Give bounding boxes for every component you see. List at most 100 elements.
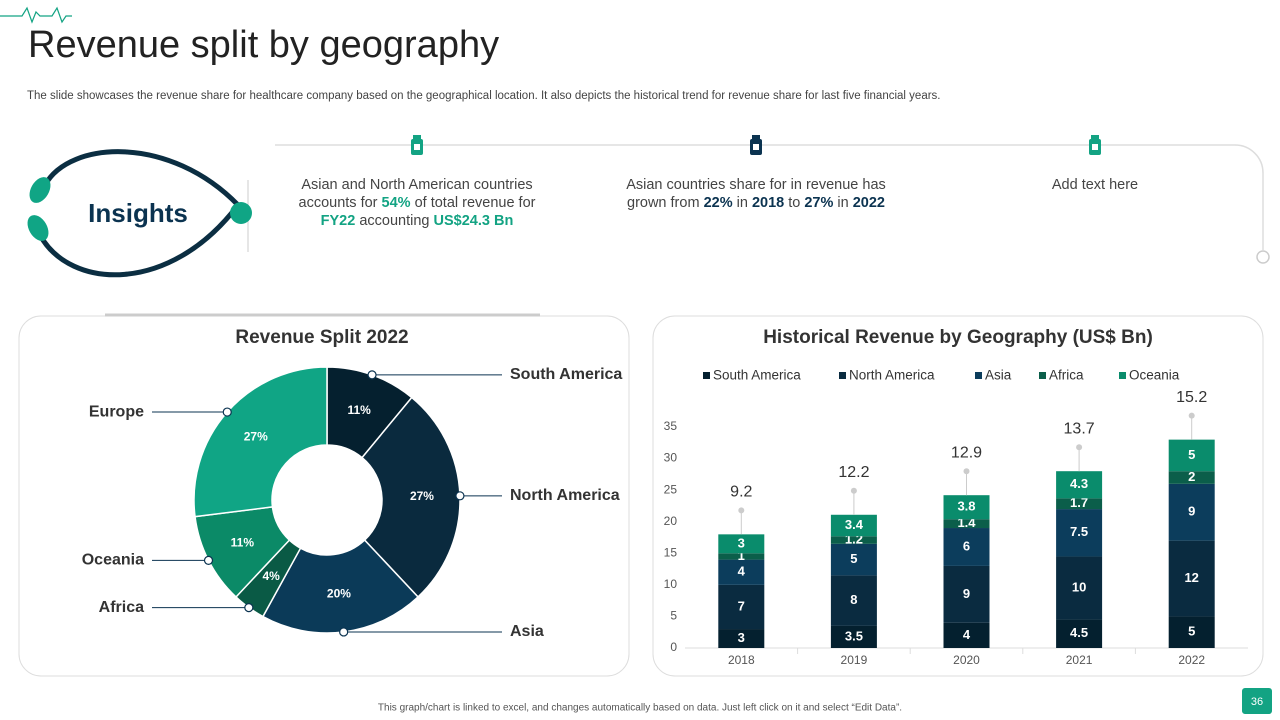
y-tick-label: 35 bbox=[664, 419, 678, 433]
insight-segment: accounting bbox=[355, 213, 434, 229]
y-tick-label: 30 bbox=[664, 451, 678, 465]
bottle-icon bbox=[411, 135, 423, 155]
segment-label: 12 bbox=[1184, 570, 1198, 585]
donut-slice bbox=[193, 366, 328, 518]
category-label: Africa bbox=[99, 599, 144, 616]
callout-dot bbox=[367, 370, 377, 380]
segment-label: 6 bbox=[963, 538, 970, 553]
callout-dot bbox=[455, 491, 465, 501]
category-label: North America bbox=[510, 487, 620, 504]
insight-segment: Add text here bbox=[1051, 177, 1139, 193]
legend-swatch bbox=[703, 372, 710, 379]
donut-slice bbox=[261, 539, 420, 634]
slice-label: 11% bbox=[231, 535, 255, 549]
x-tick-label: 2018 bbox=[728, 653, 755, 667]
footer: This graph/chart is linked to excel, and… bbox=[378, 703, 902, 714]
top-label: 15.2 bbox=[1176, 389, 1207, 406]
bar-segment bbox=[1056, 471, 1103, 499]
slice-label: 11% bbox=[348, 403, 372, 417]
bottle-icon bbox=[1089, 135, 1101, 155]
x-tick-label: 2022 bbox=[1178, 653, 1205, 667]
bar-segment bbox=[830, 625, 877, 648]
bar-segment bbox=[718, 553, 765, 560]
y-tick-label: 5 bbox=[670, 609, 677, 623]
bar-segment bbox=[1056, 498, 1103, 510]
legend-swatch bbox=[975, 372, 982, 379]
page-badge bbox=[1242, 688, 1272, 714]
top-label: 13.7 bbox=[1064, 420, 1095, 437]
insight-text: Asian countries share for in revenue has… bbox=[626, 176, 886, 212]
insight-segment: to bbox=[784, 195, 805, 211]
slice-label: 20% bbox=[327, 586, 351, 600]
top-label: 12.2 bbox=[838, 464, 869, 481]
segment-label: 4.5 bbox=[1070, 625, 1088, 640]
pin-dot bbox=[963, 468, 970, 475]
insight-segment: US$24.3 Bn bbox=[433, 213, 514, 229]
bar-title: Historical Revenue by Geography (US$ Bn) bbox=[763, 327, 1153, 348]
top-label: 12.9 bbox=[951, 444, 982, 461]
segment-label: 7 bbox=[738, 598, 745, 613]
bar-segment bbox=[943, 519, 990, 529]
insight-segment: 27% bbox=[804, 195, 834, 211]
donut-slice bbox=[361, 396, 461, 599]
legend-label: Oceania bbox=[1129, 368, 1180, 383]
bar-segment bbox=[718, 559, 765, 585]
insights-label: Insights bbox=[88, 198, 188, 228]
segment-label: 1.7 bbox=[1070, 495, 1088, 510]
slice-label: 27% bbox=[410, 489, 434, 503]
y-tick-label: 10 bbox=[664, 577, 678, 591]
y-tick-label: 15 bbox=[664, 545, 678, 559]
frame-knob bbox=[1256, 250, 1270, 264]
segment-label: 3.8 bbox=[957, 499, 975, 514]
insight-segment: in bbox=[732, 195, 752, 211]
segment-label: 3 bbox=[738, 535, 745, 550]
callout-dot bbox=[244, 602, 254, 613]
legend-swatch bbox=[1039, 372, 1046, 379]
bar-segment bbox=[943, 528, 990, 566]
bar-segment bbox=[943, 622, 990, 648]
legend-swatch bbox=[1119, 372, 1126, 379]
bar-segment bbox=[1168, 471, 1215, 484]
segment-label: 4.3 bbox=[1070, 476, 1088, 491]
bottle-icon bbox=[750, 135, 762, 155]
segment-label: 10 bbox=[1072, 579, 1086, 594]
x-tick-label: 2021 bbox=[1066, 653, 1093, 667]
slide-title: Revenue split by geography bbox=[28, 24, 499, 66]
insight-segment: 2022 bbox=[852, 195, 885, 211]
segment-label: 7.5 bbox=[1070, 524, 1088, 539]
segment-label: 3.4 bbox=[845, 517, 864, 532]
bar-segment bbox=[943, 495, 990, 520]
insight-segment: 2018 bbox=[751, 195, 785, 211]
y-tick-label: 20 bbox=[664, 514, 678, 528]
segment-label: 4 bbox=[738, 564, 746, 579]
category-label: South America bbox=[510, 366, 622, 383]
y-tick-label: 25 bbox=[664, 482, 678, 496]
insight-text: Asian and North American countries accou… bbox=[287, 176, 547, 230]
callout-dot bbox=[339, 627, 349, 637]
segment-label: 5 bbox=[1188, 447, 1195, 462]
legend-label: Africa bbox=[1049, 368, 1084, 383]
stethoscope-ear bbox=[29, 177, 51, 203]
bar-segment bbox=[718, 584, 765, 630]
bar-segment bbox=[943, 565, 990, 623]
insight-segment: of total revenue for bbox=[410, 195, 536, 211]
pin-dot bbox=[1076, 444, 1083, 451]
bar-segment bbox=[1056, 619, 1103, 648]
category-label: Oceania bbox=[82, 552, 144, 569]
segment-label: 8 bbox=[850, 592, 857, 607]
pin-dot bbox=[738, 507, 745, 514]
bar-segment bbox=[830, 536, 877, 544]
insight-segment: FY22 bbox=[320, 213, 356, 229]
insight-segment: in bbox=[833, 195, 853, 211]
bar-segment bbox=[1168, 483, 1215, 541]
callout-dot bbox=[222, 407, 232, 417]
page-number: 36 bbox=[1251, 696, 1263, 708]
slice-label: 27% bbox=[244, 429, 268, 443]
insight-text: Add text here bbox=[965, 176, 1225, 194]
stethoscope-chest bbox=[230, 202, 252, 224]
legend-label: South America bbox=[713, 368, 801, 383]
stethoscope-ear bbox=[27, 215, 49, 241]
insight-segment: Asian countries share for in revenue has… bbox=[626, 177, 886, 211]
